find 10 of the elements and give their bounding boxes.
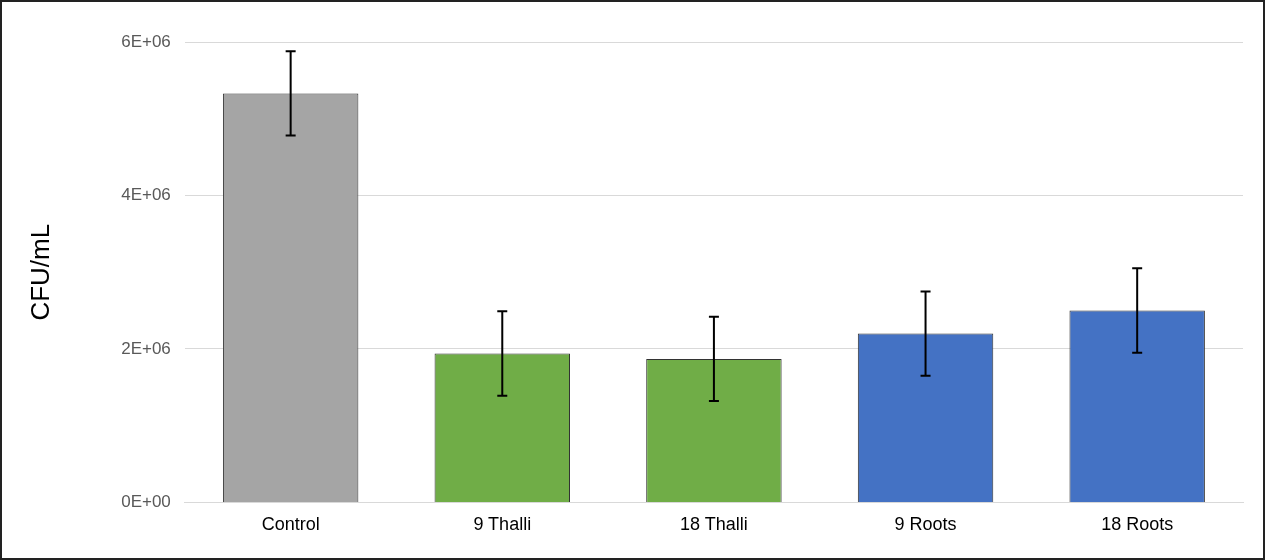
y-tick-label: 0E+00 — [121, 492, 171, 512]
y-axis-title: CFU/mL — [24, 223, 55, 321]
x-tick-label: 9 Roots — [894, 514, 957, 535]
y-tick-label: 6E+06 — [121, 31, 171, 51]
x-tick-label: 18 Roots — [1101, 514, 1174, 535]
x-tick-label: 18 Thalli — [680, 514, 748, 535]
y-tick-label: 2E+06 — [121, 338, 171, 358]
x-tick-label: Control — [261, 514, 320, 535]
y-tick-label: 4E+06 — [121, 185, 171, 205]
x-tick-label: 9 Thalli — [473, 514, 532, 535]
